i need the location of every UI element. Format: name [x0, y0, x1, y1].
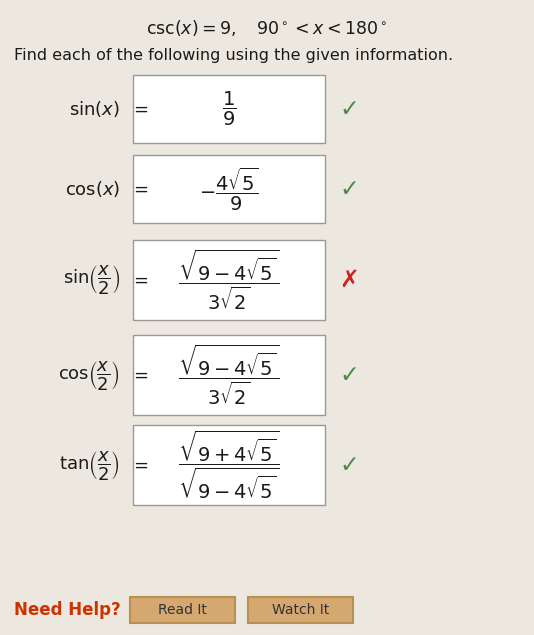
Text: $\tan\!\left(\dfrac{x}{2}\right)$: $\tan\!\left(\dfrac{x}{2}\right)$: [59, 448, 120, 481]
Text: $\sin\!\left(\dfrac{x}{2}\right)$: $\sin\!\left(\dfrac{x}{2}\right)$: [63, 264, 120, 297]
Text: $\dfrac{1}{9}$: $\dfrac{1}{9}$: [222, 90, 236, 128]
Text: Read It: Read It: [158, 603, 207, 617]
Text: ✓: ✓: [339, 177, 359, 201]
Text: Need Help?: Need Help?: [14, 601, 121, 619]
FancyBboxPatch shape: [133, 425, 325, 505]
Text: $\sin(x)$: $\sin(x)$: [69, 99, 120, 119]
Text: Watch It: Watch It: [272, 603, 329, 617]
Text: $=$: $=$: [130, 366, 148, 384]
Text: ✓: ✓: [339, 363, 359, 387]
Text: $\dfrac{\sqrt{9-4\sqrt{5}}}{3\sqrt{2}}$: $\dfrac{\sqrt{9-4\sqrt{5}}}{3\sqrt{2}}$: [178, 343, 279, 407]
FancyBboxPatch shape: [133, 240, 325, 320]
Text: $-\dfrac{4\sqrt{5}}{9}$: $-\dfrac{4\sqrt{5}}{9}$: [199, 165, 259, 213]
FancyBboxPatch shape: [133, 155, 325, 223]
Text: $=$: $=$: [130, 271, 148, 289]
Text: ✗: ✗: [339, 268, 359, 292]
Text: $\dfrac{\sqrt{9+4\sqrt{5}}}{\sqrt{9-4\sqrt{5}}}$: $\dfrac{\sqrt{9+4\sqrt{5}}}{\sqrt{9-4\sq…: [178, 429, 279, 502]
FancyBboxPatch shape: [248, 597, 353, 623]
Text: $=$: $=$: [130, 456, 148, 474]
Text: Find each of the following using the given information.: Find each of the following using the giv…: [14, 48, 453, 63]
FancyBboxPatch shape: [133, 335, 325, 415]
Text: $\dfrac{\sqrt{9-4\sqrt{5}}}{3\sqrt{2}}$: $\dfrac{\sqrt{9-4\sqrt{5}}}{3\sqrt{2}}$: [178, 248, 279, 312]
Text: $=$: $=$: [130, 180, 148, 198]
Text: $=$: $=$: [130, 100, 148, 118]
Text: $\cos(x)$: $\cos(x)$: [65, 179, 120, 199]
FancyBboxPatch shape: [133, 75, 325, 143]
Text: $\cos\!\left(\dfrac{x}{2}\right)$: $\cos\!\left(\dfrac{x}{2}\right)$: [58, 359, 120, 392]
Text: $\mathrm{csc}(x) = 9, \quad 90^\circ < x < 180^\circ$: $\mathrm{csc}(x) = 9, \quad 90^\circ < x…: [146, 18, 388, 38]
Text: ✓: ✓: [339, 453, 359, 477]
FancyBboxPatch shape: [130, 597, 235, 623]
Text: ✓: ✓: [339, 97, 359, 121]
